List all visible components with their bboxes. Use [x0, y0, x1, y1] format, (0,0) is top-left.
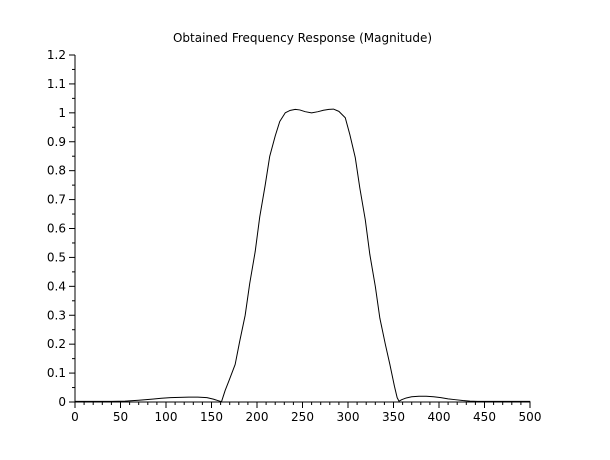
x-tick-label: 0 [71, 410, 79, 424]
y-tick-label: 0.4 [47, 279, 66, 293]
y-tick-label: 1 [58, 106, 66, 120]
x-tick-label: 350 [382, 410, 405, 424]
y-tick-label: 0.1 [47, 366, 66, 380]
y-tick-label: 1.2 [47, 48, 66, 62]
chart-title: Obtained Frequency Response (Magnitude) [172, 31, 433, 45]
y-tick-label: 0.2 [47, 337, 66, 351]
y-tick-label: 0.5 [47, 250, 66, 264]
x-tick-label: 300 [337, 410, 360, 424]
y-tick-label: 0.3 [47, 308, 66, 322]
y-tick-label: 0 [58, 395, 66, 409]
y-tick-label: 0.7 [47, 193, 66, 207]
y-tick-label: 0.8 [47, 164, 66, 178]
x-tick-label: 450 [473, 410, 496, 424]
x-tick-label: 150 [200, 410, 223, 424]
y-tick-label: 0.6 [47, 222, 66, 236]
x-tick-label: 200 [246, 410, 269, 424]
y-tick-label: 1.1 [47, 77, 66, 91]
y-tick-label: 0.9 [47, 135, 66, 149]
x-tick-label: 250 [291, 410, 314, 424]
x-tick-label: 50 [113, 410, 128, 424]
x-tick-label: 500 [519, 410, 542, 424]
response-curve [74, 108, 531, 403]
x-tick-label: 100 [155, 410, 178, 424]
x-tick-label: 400 [428, 410, 451, 424]
